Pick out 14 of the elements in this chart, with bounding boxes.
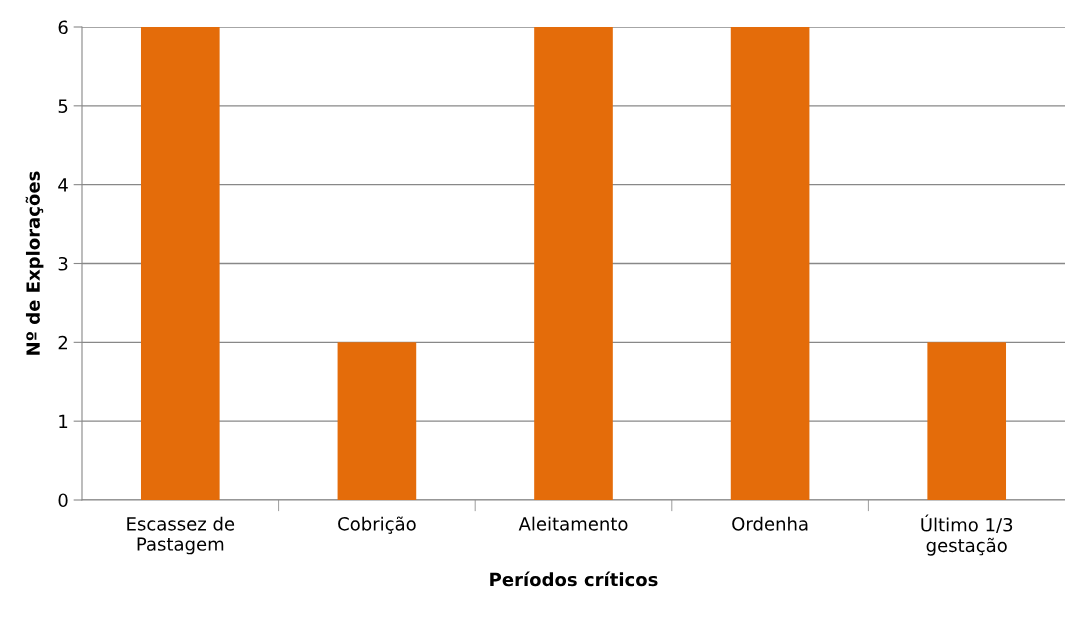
y-tick-label: 5 <box>58 99 68 113</box>
x-tick-label: Último 1/3 gestação <box>921 514 1013 556</box>
y-tick-label: 0 <box>58 493 68 508</box>
y-tick-label: 2 <box>58 335 67 350</box>
y-tick-label: 6 <box>58 20 68 35</box>
x-tick-label: Aleitamento <box>518 516 628 531</box>
y-tick-label: 3 <box>58 256 68 271</box>
y-tick-label: 1 <box>59 414 68 429</box>
y-tick-label: 4 <box>58 178 68 192</box>
x-axis-title: Períodos críticos <box>490 571 658 587</box>
x-tick-label: Cobrição <box>338 516 416 534</box>
x-tick-label: Escassez de Pastagem <box>127 516 235 555</box>
y-axis-title: Nº de Explorações <box>25 171 44 355</box>
x-tick-label: Ordenha <box>732 516 808 531</box>
